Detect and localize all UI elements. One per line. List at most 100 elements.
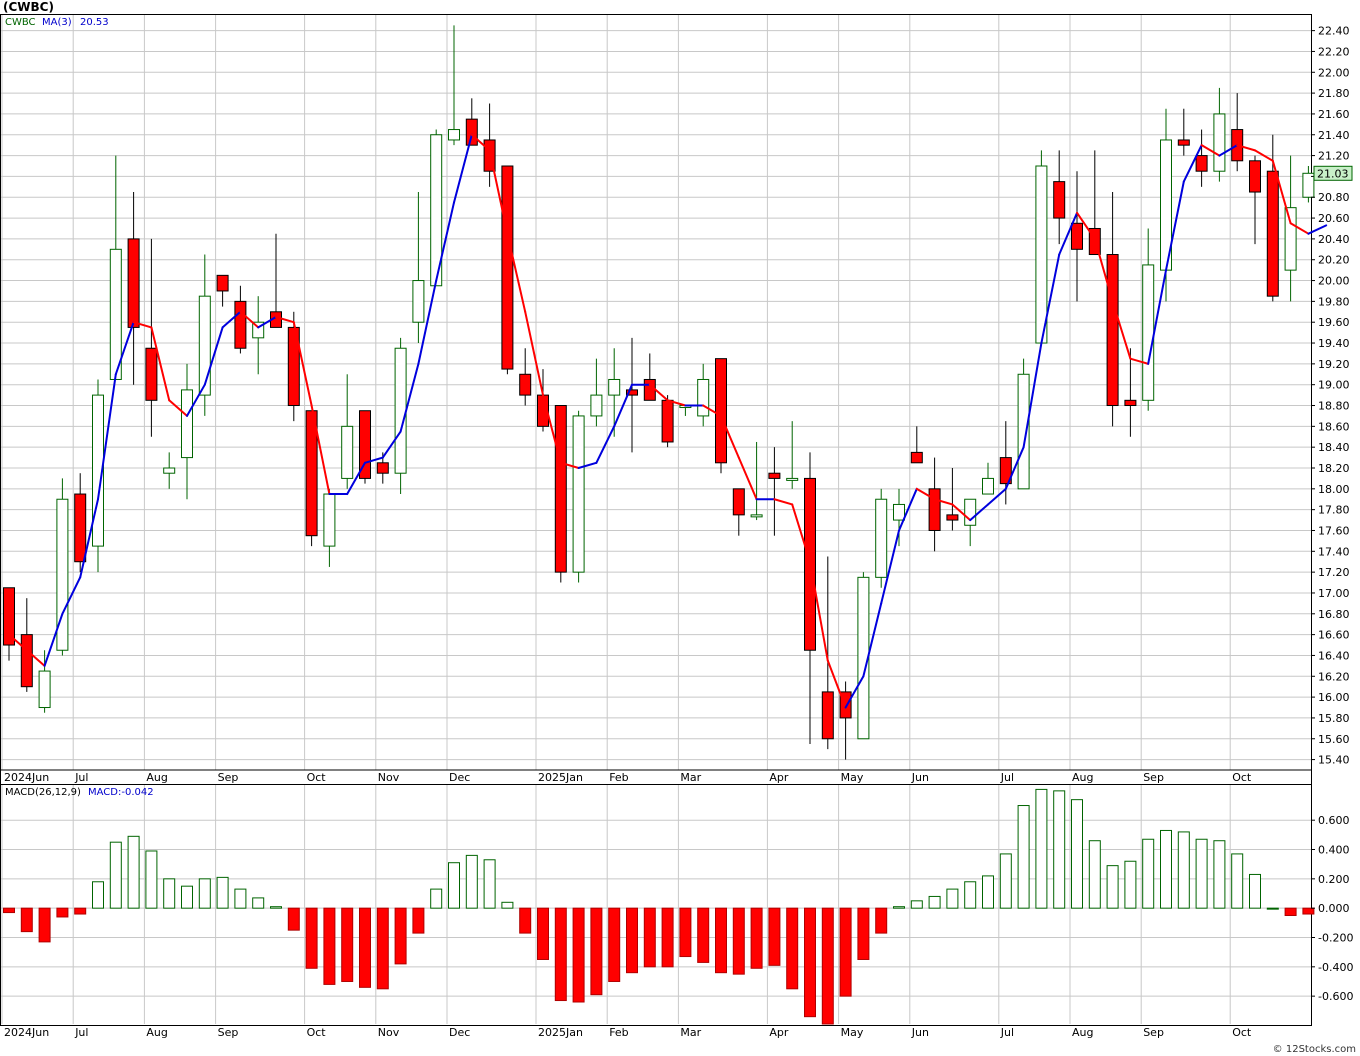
ma-segment — [1129, 357, 1150, 365]
ma-segment — [132, 321, 153, 329]
ma-segment — [292, 321, 313, 407]
ma-segment — [826, 659, 847, 709]
macd-bar-positive — [270, 906, 282, 909]
x-tick-label: Sep — [218, 771, 239, 784]
macd-bar-negative — [608, 907, 621, 982]
candle-down — [554, 405, 567, 573]
price-tick-label: 19.20 — [1318, 358, 1350, 371]
ma-segment — [773, 498, 794, 506]
candle-up — [38, 670, 51, 709]
ma-segment — [221, 310, 242, 329]
x-tick-label: Mar — [680, 1026, 701, 1039]
ma-segment — [417, 279, 438, 365]
x-tick-label: 2025Jan — [538, 771, 583, 784]
ma-segment — [506, 232, 527, 313]
x-tick-label: Oct — [1232, 1026, 1252, 1039]
macd-bar-positive — [109, 841, 122, 909]
macd-bar-negative — [341, 907, 354, 982]
candle-up — [572, 415, 585, 573]
ma-segment — [880, 529, 900, 605]
ma-segment — [1022, 342, 1043, 449]
candle-up — [341, 425, 354, 479]
candle-up — [982, 477, 994, 495]
ma-segment — [613, 383, 633, 428]
candle-up — [750, 514, 763, 518]
ma-segment — [862, 602, 883, 678]
candle-up — [252, 321, 265, 339]
candle-up — [1284, 207, 1297, 271]
ma-segment — [186, 383, 206, 417]
macd-tick-label: 0.200 — [1318, 873, 1350, 886]
macd-bar-negative — [359, 907, 371, 988]
candle-up — [1142, 264, 1155, 401]
price-tick-label: 19.40 — [1318, 337, 1350, 350]
macd-bar-negative — [38, 907, 51, 943]
macd-bar-positive — [1017, 805, 1030, 909]
ma-segment — [453, 133, 473, 204]
ma-segment — [1254, 149, 1274, 162]
macd-bar-negative — [412, 907, 425, 934]
price-tick-label: 20.20 — [1318, 254, 1350, 267]
ma-segment — [1147, 269, 1167, 365]
price-tick-label: 18.80 — [1318, 400, 1350, 413]
price-tick-label: 19.80 — [1318, 295, 1350, 308]
x-tick-label: Dec — [449, 771, 470, 784]
ma-segment — [1058, 211, 1078, 256]
x-tick-label: Oct — [307, 771, 327, 784]
macd-bar-positive — [999, 853, 1012, 909]
ma-segment — [648, 383, 669, 402]
macd-tick-label: 0.400 — [1318, 844, 1350, 857]
chart-title: (CWBC) — [3, 0, 54, 14]
macd-bar-negative — [56, 907, 69, 918]
ma-line — [8, 133, 1328, 709]
macd-bar-negative — [20, 907, 33, 933]
price-tick-label: 16.80 — [1318, 608, 1350, 621]
macd-bar-positive — [1142, 838, 1155, 909]
macd-bar-positive — [946, 888, 959, 909]
macd-bar-negative — [750, 907, 763, 969]
macd-bar-negative — [715, 907, 727, 974]
macd-tick-label: 0.600 — [1318, 814, 1350, 827]
price-tick-label: 21.80 — [1318, 87, 1350, 100]
ma-segment — [114, 321, 135, 376]
x-tick-label: Sep — [1143, 771, 1164, 784]
macd-bar-positive — [1160, 829, 1172, 909]
macd-bar-positive — [982, 875, 994, 909]
candle-up — [181, 389, 193, 459]
candle-up — [394, 347, 407, 474]
candle-down — [768, 472, 781, 479]
candle-down — [234, 300, 247, 349]
macd-bar-negative — [323, 907, 336, 985]
candle-down — [946, 514, 959, 521]
price-tick-label: 18.60 — [1318, 420, 1350, 433]
price-tick-label: 22.40 — [1318, 25, 1350, 38]
candle-down — [1266, 170, 1279, 297]
ma-segment — [1271, 159, 1292, 225]
candle-up — [163, 467, 176, 474]
candle-up — [448, 129, 460, 141]
macd-bar-negative — [554, 907, 567, 1002]
watermark: © 12Stocks.com — [1272, 1044, 1356, 1055]
macd-bar-positive — [1195, 838, 1208, 909]
ma-segment — [275, 316, 295, 324]
macd-bar-positive — [1071, 799, 1083, 909]
candle-down — [501, 165, 514, 370]
candle-up — [857, 576, 870, 740]
candle-down — [20, 634, 33, 688]
macd-bars — [3, 788, 1315, 1025]
x-tick-label: 2025Jan — [538, 1026, 583, 1039]
macd-bar-negative — [821, 907, 834, 1025]
macd-x-axis: 2024Jun Jul Aug Sep Oct Nov Dec 2025Jan Feb Mar Ap… — [4, 1026, 1252, 1039]
macd-bar-positive — [448, 862, 460, 909]
macd-bar-positive — [234, 888, 247, 909]
candle-down — [732, 488, 745, 516]
ma-segment — [1182, 144, 1203, 183]
candle-down — [1071, 222, 1083, 250]
x-tick-label: May — [841, 771, 864, 784]
candle-down — [359, 410, 371, 479]
x-tick-label: Mar — [680, 771, 701, 784]
ma-segment — [791, 503, 811, 563]
macd-bar-positive — [910, 900, 923, 909]
ma-segment — [25, 649, 46, 667]
ma-segment — [1218, 144, 1239, 157]
